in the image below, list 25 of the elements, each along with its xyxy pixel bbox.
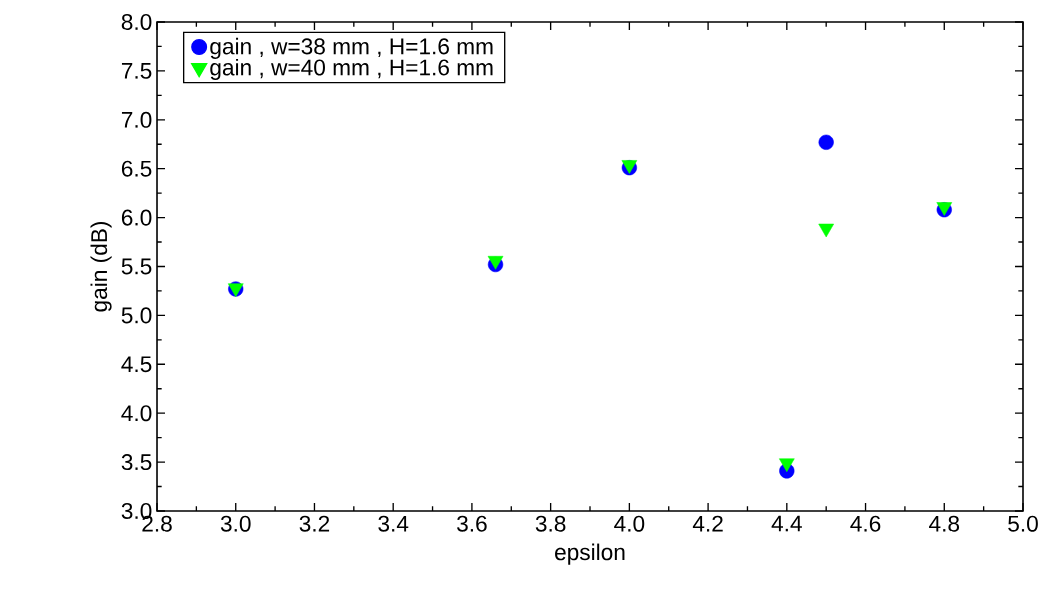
y-tick-label: 5.5 xyxy=(121,258,152,275)
x-tick-label: 4.4 xyxy=(771,515,802,532)
y-tick-label: 5.0 xyxy=(121,307,152,324)
y-axis-title: gain (dB) xyxy=(90,221,112,312)
x-tick-label: 3.0 xyxy=(220,515,251,532)
y-tick-label: 8.0 xyxy=(121,13,152,31)
x-tick-label: 5.0 xyxy=(1008,515,1038,532)
legend-label: gain , w=40 mm , H=1.6 mm xyxy=(210,58,493,80)
y-tick-label: 4.5 xyxy=(121,356,152,373)
x-tick-label: 3.8 xyxy=(535,515,566,532)
x-tick-label: 3.2 xyxy=(299,515,330,532)
y-tick-label: 6.0 xyxy=(121,209,152,226)
x-tick-label: 3.6 xyxy=(457,515,487,532)
y-tick-label: 4.0 xyxy=(121,405,152,422)
x-axis-title: epsilon xyxy=(555,543,625,565)
x-tick-label: 3.4 xyxy=(378,515,409,532)
legend-label: gain , w=38 mm , H=1.6 mm xyxy=(210,37,493,59)
y-tick-label: 6.5 xyxy=(121,160,152,177)
y-tick-label: 3.5 xyxy=(121,454,152,471)
y-tick-label: 7.0 xyxy=(121,111,152,128)
x-tick-label: 4.8 xyxy=(929,515,960,532)
x-tick-label: 4.6 xyxy=(850,515,881,532)
x-tick-label: 4.2 xyxy=(692,515,723,532)
y-tick-label: 7.5 xyxy=(121,62,152,79)
x-tick-label: 4.0 xyxy=(614,515,645,532)
